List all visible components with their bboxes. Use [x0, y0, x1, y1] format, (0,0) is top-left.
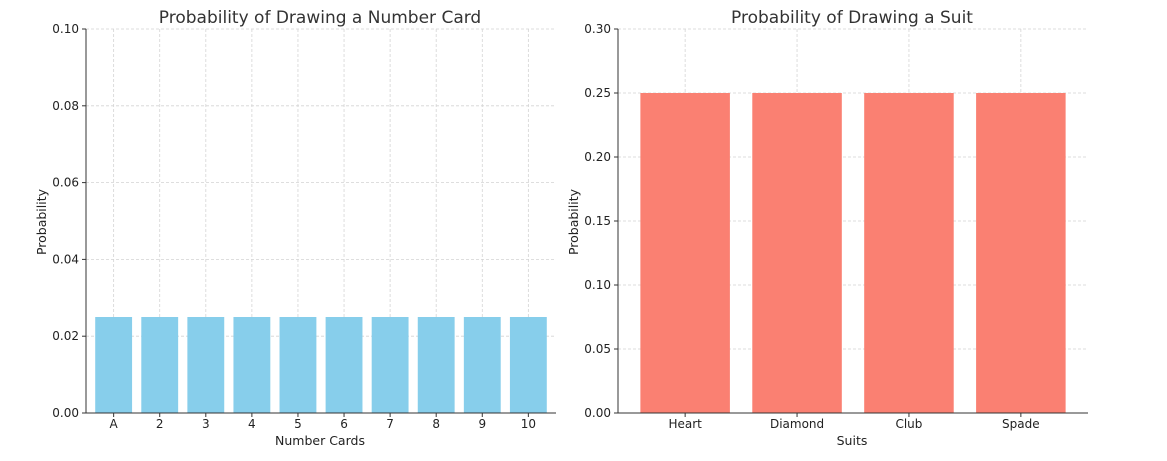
x-tick-label: 7: [386, 417, 394, 431]
x-tick-label: Heart: [668, 417, 702, 431]
y-tick-label: 0.02: [52, 329, 79, 343]
x-tick-label: 3: [202, 417, 210, 431]
x-tick-label: Diamond: [770, 417, 824, 431]
bar: [371, 317, 409, 413]
chart-title: Probability of Drawing a Suit: [731, 8, 973, 28]
x-tick-label: 6: [340, 417, 348, 431]
y-tick-label: 0.25: [584, 86, 611, 100]
x-tick-label: 2: [156, 417, 164, 431]
x-tick-label: A: [110, 417, 119, 431]
y-tick-label: 0.06: [52, 176, 79, 190]
y-tick-label: 0.10: [584, 278, 611, 292]
bar: [640, 93, 730, 413]
bar: [463, 317, 501, 413]
axes: [85, 29, 556, 414]
y-tick-label: 0.30: [584, 22, 611, 36]
bar: [864, 93, 954, 413]
x-tick-label: 9: [478, 417, 486, 431]
ticks: 0.00 0.02 0.04 0.06 0.08 0.10 A 2 3 4 5 6 7 8 9 10: [52, 22, 536, 431]
x-axis-label: Number Cards: [275, 433, 365, 448]
bars: [640, 93, 1066, 413]
y-tick-label: 0.04: [52, 252, 79, 266]
bars: [95, 317, 547, 413]
bar: [95, 317, 133, 413]
bar: [233, 317, 271, 413]
bar: [279, 317, 317, 413]
bar: [325, 317, 363, 413]
y-axis-label: Probability: [566, 188, 581, 255]
y-tick-label: 0.10: [52, 22, 79, 36]
x-tick-label: 8: [432, 417, 440, 431]
bar: [976, 93, 1066, 413]
x-tick-label: Spade: [1002, 417, 1040, 431]
chart-suits: Probability of Drawing a Suit 0.000.050.…: [566, 8, 1088, 448]
chart-number-cards: Probability of Drawing a Number Card 0.0…: [34, 8, 556, 448]
ticks: 0.00 0.05 0.10 0.15 0.20 0.25 0.30 Heart Diamond…: [584, 22, 1039, 431]
y-tick-label: 0.00: [52, 406, 79, 420]
bar: [417, 317, 455, 413]
y-tick-label: 0.20: [584, 150, 611, 164]
bar: [187, 317, 225, 413]
bar: [752, 93, 842, 413]
y-tick-label: 0.05: [584, 342, 611, 356]
bar: [509, 317, 547, 413]
y-tick-label: 0.00: [584, 406, 611, 420]
x-tick-label: Club: [895, 417, 922, 431]
y-tick-label: 0.15: [584, 214, 611, 228]
x-tick-label: 5: [294, 417, 302, 431]
x-axis-label: Suits: [837, 433, 868, 448]
chart-title: Probability of Drawing a Number Card: [159, 8, 481, 28]
x-tick-label: 4: [248, 417, 256, 431]
bar: [141, 317, 179, 413]
y-axis-label: Probability: [34, 188, 49, 255]
x-tick-label: 10: [521, 417, 536, 431]
y-tick-label: 0.08: [52, 99, 79, 113]
